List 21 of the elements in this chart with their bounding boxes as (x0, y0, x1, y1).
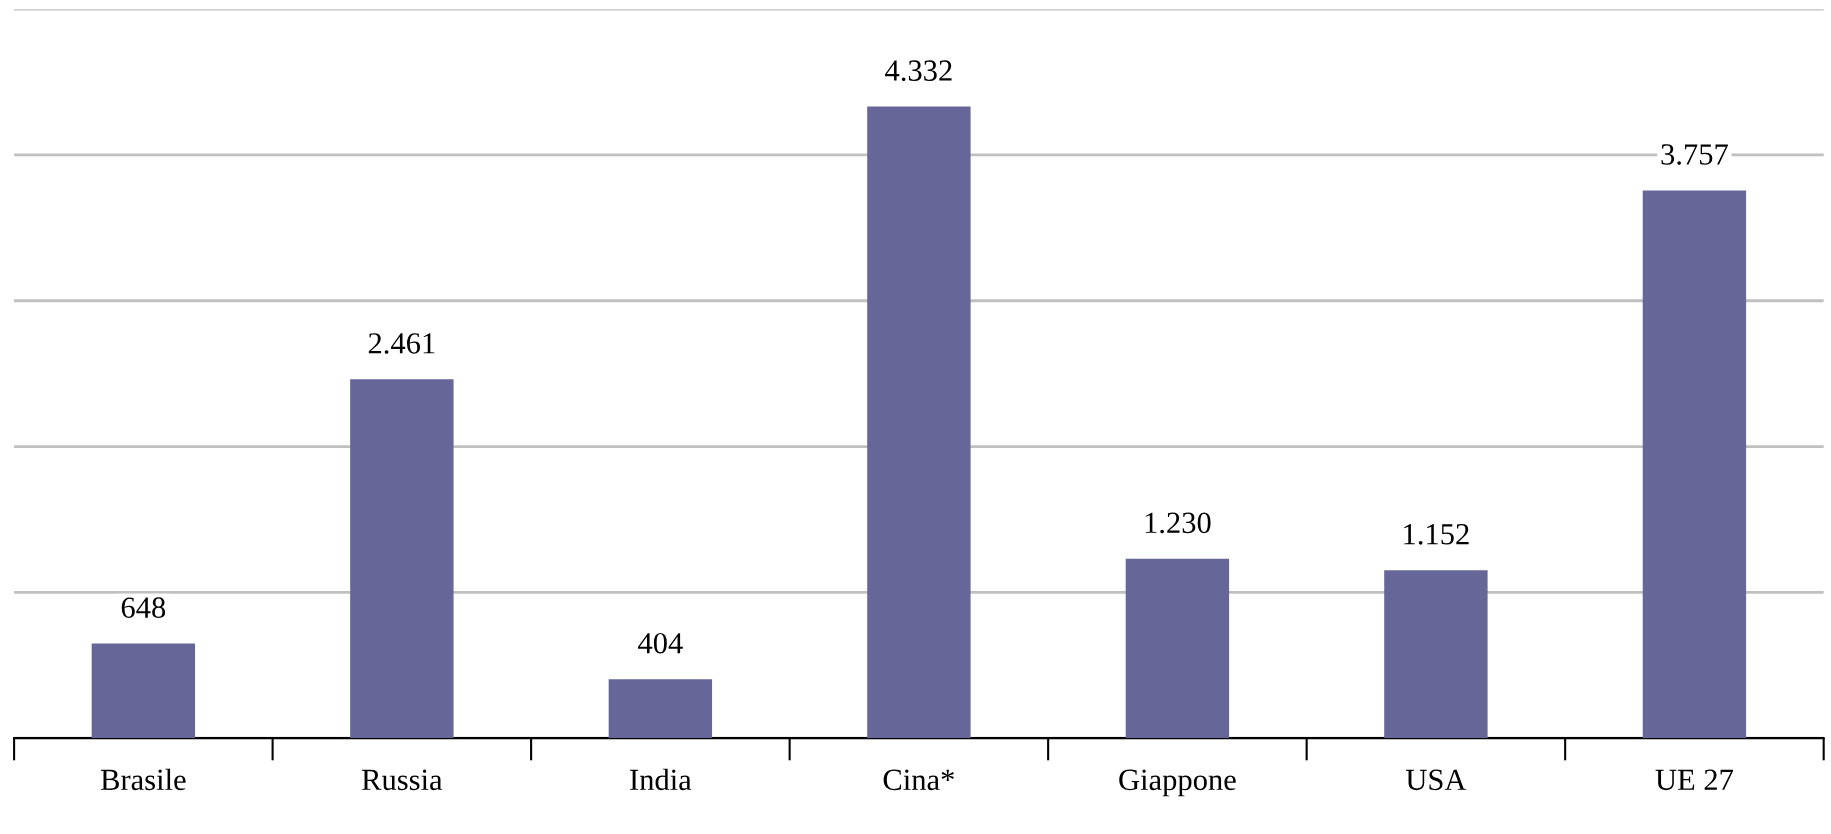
data-label: 404 (638, 632, 683, 654)
data-label: 2.461 (368, 333, 435, 354)
bar (1642, 190, 1747, 739)
data-label: 3.757 (1661, 144, 1728, 165)
x-tick-label: Giappone (1119, 769, 1236, 797)
data-label: 1.152 (1404, 523, 1469, 545)
x-tick-label: India (630, 768, 692, 791)
bar (867, 106, 971, 739)
bar (1384, 570, 1488, 739)
data-label: 1.230 (1145, 512, 1211, 534)
bar (1125, 558, 1230, 739)
x-tick-label: Russia (362, 769, 443, 791)
x-tick-label: UE 27 (1655, 769, 1734, 791)
bar (91, 643, 196, 739)
data-label: 4.332 (885, 60, 952, 82)
x-tick-label: Brasile (100, 768, 186, 791)
bar (350, 379, 454, 739)
data-label: 648 (121, 597, 166, 618)
x-tick-label: Cina* (883, 769, 954, 791)
x-tick-label: USA (1405, 769, 1467, 791)
bar (608, 679, 713, 739)
